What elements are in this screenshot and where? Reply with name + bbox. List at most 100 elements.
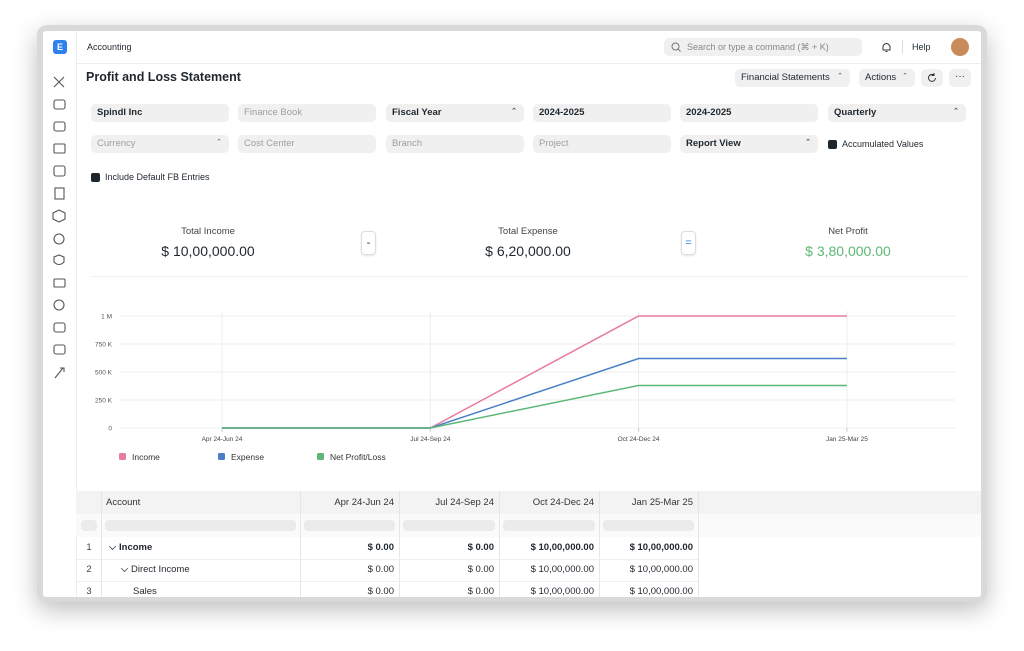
x-tick-label: Apr 24-Jun 24 xyxy=(202,436,243,443)
bell-icon[interactable] xyxy=(881,41,892,53)
search-box[interactable] xyxy=(664,38,862,56)
legend-swatch xyxy=(218,453,225,460)
y-tick-label: 500 K xyxy=(95,370,113,377)
icon[interactable] xyxy=(53,278,66,288)
chart: 0 250 K 500 K 750 K 1 M Apr 24-Jun 24 Jul 24-S… xyxy=(95,311,955,462)
row-border xyxy=(76,581,698,582)
column-filter[interactable] xyxy=(105,520,296,531)
icon[interactable] xyxy=(53,165,66,177)
table-cell: $ 0.00 xyxy=(467,542,494,553)
filter-field[interactable]: Spindl Inc xyxy=(91,104,229,122)
table-header xyxy=(76,491,981,514)
filter-field[interactable]: 2024-2025 xyxy=(680,104,818,122)
icon[interactable] xyxy=(53,299,65,311)
icon[interactable] xyxy=(53,143,66,154)
table-cell: $ 0.00 xyxy=(367,564,394,575)
column-header: Jul 24-Sep 24 xyxy=(435,497,494,508)
summary-value: $ 10,00,000.00 xyxy=(161,243,255,259)
legend-label: Expense xyxy=(231,452,264,462)
x-tick-label: Jul 24-Sep 24 xyxy=(410,436,450,443)
column-border xyxy=(101,491,102,597)
table-cell: Sales xyxy=(133,586,157,597)
column-header: Apr 24-Jun 24 xyxy=(334,497,394,508)
icon[interactable] xyxy=(53,233,65,245)
filter-field[interactable]: Finance Book xyxy=(238,104,376,122)
legend-label: Income xyxy=(132,452,160,462)
y-tick-label: 250 K xyxy=(95,398,113,405)
summary-label: Total Income xyxy=(181,226,235,237)
icon[interactable] xyxy=(53,99,66,110)
column-filter[interactable] xyxy=(304,520,395,531)
table-cell: $ 0.00 xyxy=(367,586,394,597)
avatar[interactable] xyxy=(951,38,969,56)
summary-value: $ 3,80,000.00 xyxy=(805,243,891,259)
line xyxy=(222,357,847,429)
button[interactable]: Financial Statements xyxy=(735,68,850,87)
filter-select[interactable]: Report View xyxy=(680,134,818,153)
column-border xyxy=(599,491,600,597)
help-menu[interactable]: Help xyxy=(912,42,931,52)
column-filter[interactable] xyxy=(603,520,694,531)
topbar-border xyxy=(77,63,981,64)
icon[interactable] xyxy=(53,322,66,333)
table-cell: 3 xyxy=(86,586,92,597)
column-border xyxy=(300,491,301,597)
sidebar-icons xyxy=(52,76,66,379)
legend-label: Net Profit/Loss xyxy=(330,452,386,462)
checkbox-label: Accumulated Values xyxy=(842,139,924,149)
table-cell: 2 xyxy=(86,564,92,575)
table-cell: Income xyxy=(119,542,153,553)
column-border xyxy=(399,491,400,597)
column-filter[interactable] xyxy=(503,520,595,531)
y-tick-label: 750 K xyxy=(95,342,113,349)
filter-field[interactable]: 2024-2025 xyxy=(533,104,671,122)
legend-swatch xyxy=(119,453,126,460)
search-icon xyxy=(671,42,681,52)
refresh-button[interactable] xyxy=(921,69,943,87)
icon[interactable] xyxy=(53,344,66,355)
divider xyxy=(902,40,903,54)
column-filter[interactable] xyxy=(403,520,495,531)
summary-value: $ 6,20,000.00 xyxy=(485,243,571,259)
logo[interactable]: E xyxy=(53,40,67,54)
filter-field[interactable]: Branch xyxy=(386,135,524,153)
operator: = xyxy=(681,231,696,255)
y-tick-label: 1 M xyxy=(101,314,112,321)
column-border xyxy=(698,491,699,597)
summary-label: Total Expense xyxy=(498,226,558,237)
button[interactable]: Actions xyxy=(859,68,915,87)
table-cell: $ 0.00 xyxy=(467,564,494,575)
checkbox[interactable] xyxy=(91,173,100,182)
icon[interactable] xyxy=(54,187,65,200)
table-cell: $ 10,00,000.00 xyxy=(629,586,693,597)
line xyxy=(222,384,847,429)
x-tick-label: Jan 25-Mar 25 xyxy=(826,436,868,443)
icon[interactable] xyxy=(53,76,65,88)
column-filter[interactable] xyxy=(81,520,97,531)
filter-select[interactable]: Fiscal Year xyxy=(386,103,524,122)
filter-select[interactable]: Currency xyxy=(91,134,229,153)
column-header: Jan 25-Mar 25 xyxy=(631,497,693,508)
more-button[interactable]: ··· xyxy=(949,69,971,87)
table-cell: $ 10,00,000.00 xyxy=(629,542,693,553)
summary-label: Net Profit xyxy=(828,226,868,237)
filter-field[interactable]: Project xyxy=(533,135,671,153)
legend-swatch xyxy=(317,453,324,460)
filter-field[interactable]: Cost Center xyxy=(238,135,376,153)
checkbox-label: Include Default FB Entries xyxy=(105,172,210,182)
icon[interactable] xyxy=(52,209,66,223)
page-title: Profit and Loss Statement xyxy=(86,70,241,84)
breadcrumb[interactable]: Accounting xyxy=(87,42,132,52)
column-header: Account xyxy=(106,497,141,508)
table-cell: $ 10,00,000.00 xyxy=(530,542,594,553)
icon[interactable] xyxy=(53,121,66,132)
icon[interactable] xyxy=(53,254,65,266)
x-tick-label: Oct 24-Dec 24 xyxy=(618,436,660,443)
column-header: Oct 24-Dec 24 xyxy=(532,497,594,508)
checkbox[interactable] xyxy=(828,140,837,149)
operator: - xyxy=(361,231,376,255)
filter-select[interactable]: Quarterly xyxy=(828,103,966,122)
sidebar-border xyxy=(76,31,77,597)
icon[interactable] xyxy=(54,367,65,379)
